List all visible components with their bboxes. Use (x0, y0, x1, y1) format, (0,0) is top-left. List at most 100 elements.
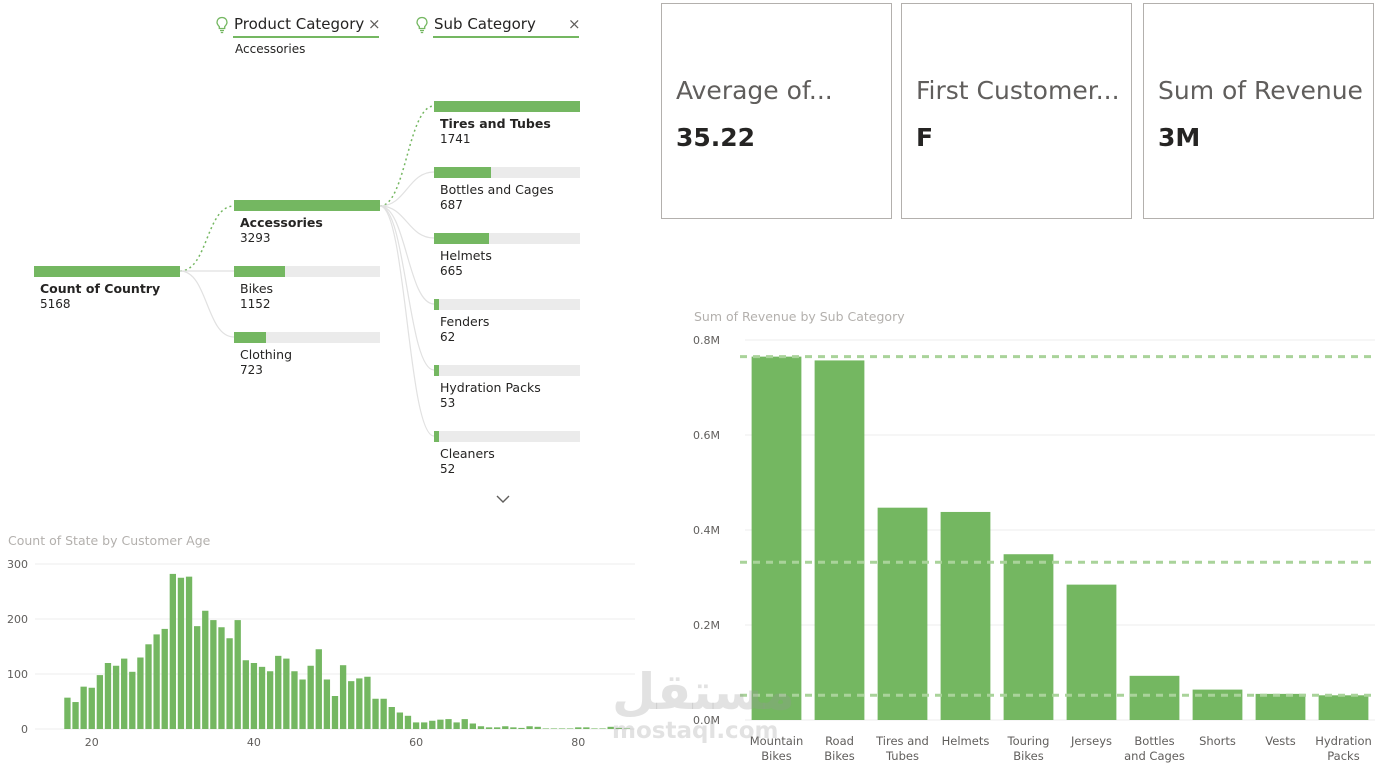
card-value: 35.22 (676, 123, 756, 152)
histogram-bar (477, 726, 485, 729)
node-value: 52 (440, 462, 456, 476)
node-fill (34, 266, 180, 277)
node-fill (434, 233, 489, 244)
node-value: 723 (240, 363, 263, 377)
connector-fenders (379, 205, 435, 305)
node-label: Bikes (240, 281, 274, 296)
histogram-bar (242, 660, 249, 729)
histogram-bar (210, 620, 217, 729)
histogram-bar (534, 726, 541, 729)
revenue-chart-title: Sum of Revenue by Sub Category (694, 309, 905, 324)
header-label: Product Category (234, 15, 365, 33)
x-tick-label: 40 (247, 736, 261, 749)
histogram-bar (607, 726, 614, 729)
revenue-bar (1318, 695, 1369, 720)
age-chart-x-axis: 20 40 60 80 (85, 736, 585, 749)
histogram-bar (599, 728, 606, 729)
histogram-bar (226, 638, 233, 729)
histogram-bar (445, 719, 452, 729)
node-track (434, 431, 580, 442)
card-title: Sum of Revenue (1158, 76, 1363, 105)
histogram-bar (364, 676, 371, 729)
histogram-bar (461, 719, 468, 729)
kpi-card-average[interactable]: Average of... 35.22 (661, 3, 892, 219)
age-chart-bars (64, 573, 631, 729)
kpi-card-sum-of-revenue[interactable]: Sum of Revenue 3M (1143, 3, 1374, 219)
node-label: Cleaners (440, 446, 495, 461)
x-tick-label: Tires and Tubes (875, 734, 929, 763)
age-histogram-chart[interactable]: 0 100 200 300 20 40 60 80 (0, 550, 645, 755)
histogram-bar (518, 727, 525, 729)
histogram-bar (591, 728, 598, 729)
histogram-bar (396, 712, 404, 729)
histogram-bar (623, 728, 631, 729)
x-tick-label: Mountain Bikes (750, 734, 804, 763)
revenue-by-subcategory-chart[interactable]: 0.0M 0.2M 0.4M 0.6M 0.8M Mountain Bikes Road Bi… (680, 325, 1380, 765)
node-label: Count of Country (40, 281, 161, 296)
kpi-card-first-customer[interactable]: First Customer... F (901, 3, 1132, 219)
histogram-bar (275, 655, 282, 729)
node-value: 665 (440, 264, 463, 278)
histogram-bar (234, 620, 241, 729)
connector-tires (379, 105, 435, 207)
y-tick-label: 100 (7, 668, 28, 681)
header-product-category[interactable]: Product Category × (215, 12, 381, 38)
histogram-bar (177, 577, 185, 729)
node-label: Helmets (440, 248, 492, 263)
node-label: Tires and Tubes (440, 116, 551, 131)
node-value: 3293 (240, 231, 271, 245)
revenue-bar (1066, 584, 1117, 720)
node-fill (434, 299, 439, 310)
histogram-bar (283, 658, 290, 729)
node-fill (434, 101, 580, 112)
node-fill (234, 200, 380, 211)
node-track (234, 266, 380, 277)
chevron-down-icon[interactable] (495, 493, 511, 505)
y-tick-label: 0.8M (693, 334, 720, 347)
histogram-bar (169, 573, 176, 729)
node-label: Fenders (440, 314, 490, 329)
histogram-bar (502, 726, 509, 729)
close-icon[interactable]: × (368, 15, 381, 33)
revenue-chart-x-axis: Mountain Bikes Road Bikes Tires and Tubes Helm… (750, 734, 1372, 763)
histogram-bar (404, 715, 412, 729)
node-fill (434, 431, 439, 442)
histogram-bar (137, 657, 144, 729)
node-track (434, 167, 580, 178)
node-fill (234, 266, 285, 277)
histogram-bar (380, 698, 387, 729)
histogram-bar (526, 726, 533, 729)
age-chart-y-axis: 0 100 200 300 (7, 558, 28, 736)
x-tick-label: 20 (85, 736, 99, 749)
header-sub-category[interactable]: Sub Category × (415, 12, 581, 38)
close-icon[interactable]: × (568, 15, 581, 33)
histogram-bar (72, 702, 79, 729)
histogram-bar (583, 727, 590, 729)
histogram-bar (412, 722, 420, 729)
x-tick-label: Bottles and Cages (1124, 734, 1185, 763)
revenue-bar (1003, 554, 1054, 720)
revenue-chart-bars (751, 356, 1369, 720)
header-label: Sub Category (434, 15, 536, 33)
histogram-bar (542, 728, 549, 729)
connector-bottles (379, 171, 435, 207)
revenue-chart-reference-lines (740, 355, 1375, 697)
y-tick-label: 300 (7, 558, 28, 571)
histogram-bar (258, 666, 266, 729)
x-tick-label: 80 (571, 736, 585, 749)
node-track (434, 233, 580, 244)
header-underline (433, 36, 579, 38)
histogram-bar (485, 727, 493, 729)
x-tick-label: Road Bikes (824, 734, 854, 763)
revenue-chart-y-axis: 0.0M 0.2M 0.4M 0.6M 0.8M (693, 334, 720, 727)
histogram-bar (566, 728, 574, 729)
card-title: Average of... (676, 76, 833, 105)
revenue-bar (940, 511, 991, 720)
node-track (434, 365, 580, 376)
node-fill (434, 167, 491, 178)
histogram-bar (88, 687, 95, 729)
histogram-bar (356, 678, 363, 729)
histogram-bar (429, 720, 436, 729)
node-value: 1152 (240, 297, 271, 311)
histogram-bar (307, 665, 314, 729)
